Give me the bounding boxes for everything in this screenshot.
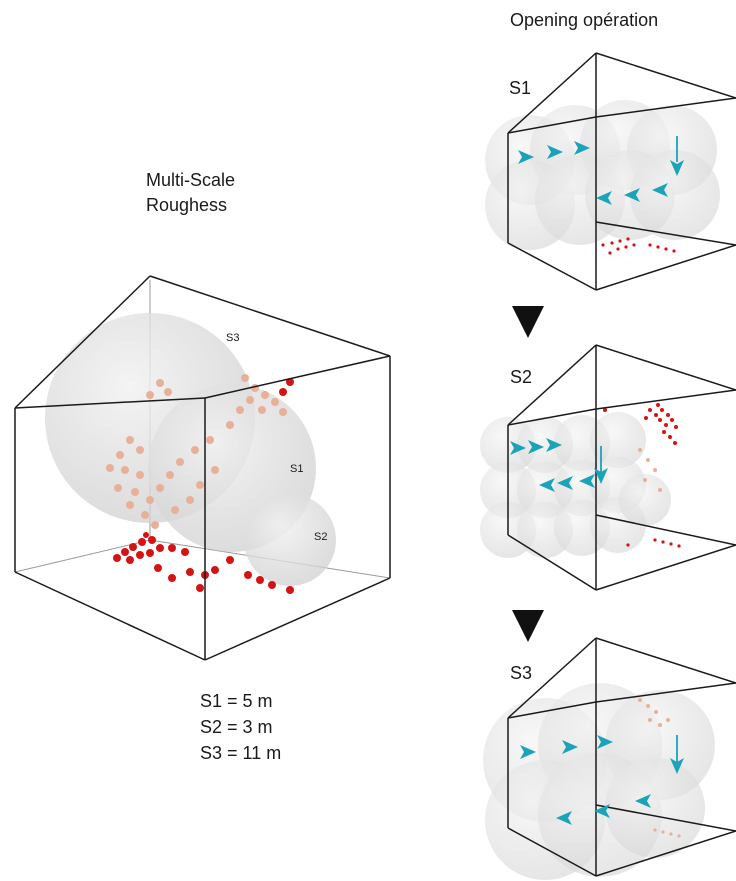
panel-label-s3: S3: [510, 663, 533, 683]
down-triangle-icon: [512, 306, 544, 338]
arrow-right-icon: [546, 438, 562, 452]
panel-s3-arrows: [520, 735, 684, 825]
panel-s1-edges: [507, 52, 736, 291]
arrow-left-icon: [579, 474, 595, 488]
sphere-label-s1: S1: [290, 463, 303, 475]
arrow-left-icon: [594, 804, 610, 818]
legend-item-s1: S1 = 5 m: [200, 691, 273, 711]
sphere-label-s3: S3: [226, 332, 239, 344]
arrow-down-icon: [670, 160, 684, 176]
panel-s3-faint-points: [638, 698, 681, 838]
legend-item-s2: S2 = 3 m: [200, 717, 273, 737]
panel-s3-cube: [483, 637, 736, 880]
arrow-right-icon: [520, 745, 536, 759]
sphere-s2: [244, 494, 336, 586]
left-cube: S3 S1 S2: [14, 275, 391, 661]
left-red-points: [113, 378, 294, 594]
arrow-left-icon: [596, 191, 612, 205]
scale-legend: S1 = 5 m S2 = 3 m S3 = 11 m: [200, 688, 281, 766]
right-title: Opening opération: [510, 10, 659, 30]
panel-label-s1: S1: [509, 78, 532, 98]
panel-s2-arrows: [510, 438, 608, 492]
panel-s2-edges: [507, 344, 736, 591]
arrow-left-icon: [624, 188, 640, 202]
down-triangle-icon: [512, 610, 544, 642]
arrow-right-icon: [597, 735, 613, 749]
legend-item-s3: S3 = 11 m: [200, 743, 282, 763]
panel-s2-cube: [480, 344, 736, 591]
arrow-left-icon: [635, 794, 651, 808]
left-title-line2: Roughess: [146, 195, 228, 215]
panel-label-s2: S2: [510, 367, 533, 387]
arrow-left-icon: [539, 478, 555, 492]
arrow-down-icon: [594, 468, 608, 484]
sphere-label-s2: S2: [314, 531, 327, 543]
panel-s1-arrows: [518, 141, 684, 205]
left-spheres: [45, 313, 336, 586]
arrow-left-icon: [652, 183, 668, 197]
left-title: Multi-Scale Roughess: [146, 168, 235, 218]
left-title-line1: Multi-Scale: [146, 170, 236, 190]
left-cube-front-edges: [14, 275, 391, 661]
arrow-right-icon: [528, 440, 544, 454]
panel-s3-edges: [507, 637, 736, 877]
panel-s3-spheres: [483, 683, 715, 880]
arrow-right-icon: [574, 141, 590, 155]
panel-s1-red-points: [601, 237, 676, 255]
arrow-right-icon: [562, 740, 578, 754]
panel-s2-red-points: [603, 403, 681, 548]
panel-s1-cube: [485, 52, 736, 291]
arrow-left-icon: [556, 811, 572, 825]
panel-s2-faint-points: [638, 448, 662, 492]
arrow-down-icon: [670, 758, 684, 774]
arrow-right-icon: [510, 441, 526, 455]
arrow-right-icon: [547, 145, 563, 159]
arrow-right-icon: [518, 150, 534, 164]
arrow-left-icon: [557, 476, 573, 490]
